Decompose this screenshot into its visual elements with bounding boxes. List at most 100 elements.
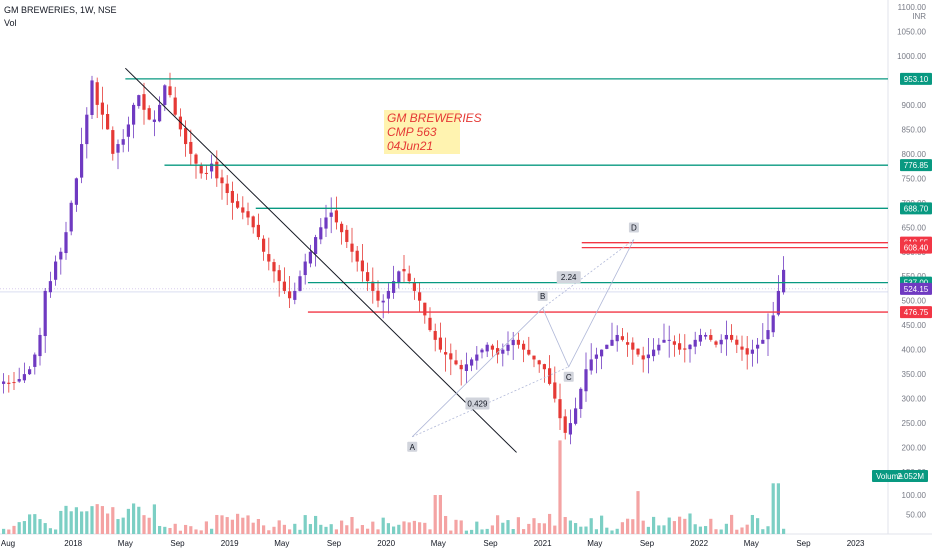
candle-body <box>215 161 219 179</box>
volume-bar <box>485 528 489 534</box>
candle-body <box>360 260 364 272</box>
volume-bar <box>548 513 552 534</box>
volume-bar <box>464 530 468 534</box>
volume-bar <box>782 528 786 534</box>
candle-body <box>116 144 120 153</box>
ratio-badge <box>556 271 581 284</box>
price-tick-label: 500.00 <box>902 297 927 306</box>
volume-bar <box>678 516 682 534</box>
candle-body <box>397 271 401 283</box>
price-tick-label: 1000.00 <box>897 52 926 61</box>
candle-body <box>688 344 692 350</box>
volume-bar <box>475 521 479 534</box>
price-tick-label: 200.00 <box>902 444 927 453</box>
time-tick-label: May <box>431 539 446 548</box>
candle-body <box>444 352 448 355</box>
candle-body <box>761 339 765 344</box>
candle-body <box>568 423 572 435</box>
pattern-point-label: D <box>631 224 637 233</box>
volume-tick-label: 100.00 <box>902 491 927 500</box>
volume-bar <box>527 523 531 534</box>
volume-bar <box>267 530 271 534</box>
candle-body <box>605 344 609 349</box>
volume-bar <box>542 523 546 534</box>
candle-body <box>459 364 463 370</box>
volume-bar <box>376 529 380 534</box>
volume-bar <box>672 521 676 534</box>
candle-body <box>251 216 255 228</box>
candle-body <box>178 116 182 130</box>
volume-bar <box>184 524 188 534</box>
candle-body <box>516 339 520 345</box>
candle-body <box>43 290 47 337</box>
volume-bar <box>433 495 437 534</box>
candle-body <box>542 364 546 370</box>
candle-body <box>449 353 453 360</box>
volume-bar <box>350 517 354 534</box>
volume-bar <box>111 507 115 534</box>
candle-body <box>496 348 500 355</box>
volume-bar <box>423 522 427 534</box>
volume-bar <box>142 515 146 534</box>
candle-body <box>7 382 11 384</box>
candle-body <box>230 190 234 203</box>
pattern-point-badge <box>537 291 548 302</box>
volume-bar <box>698 526 702 534</box>
volume-bar <box>106 513 110 534</box>
candle-body <box>22 374 26 381</box>
candle-body <box>402 268 406 272</box>
candle-body <box>277 270 281 282</box>
candle-body <box>620 336 624 340</box>
volume-bar <box>173 523 177 534</box>
candle-body <box>709 335 713 340</box>
volume-bar <box>620 522 624 534</box>
level-price-label: 776.85 <box>904 161 929 170</box>
volume-bar <box>22 521 26 534</box>
candle-body <box>470 359 474 366</box>
candle-body <box>631 342 635 350</box>
volume-bar <box>355 528 359 534</box>
candle-body <box>54 261 58 280</box>
volume-bar <box>225 517 229 534</box>
candle-body <box>381 300 385 303</box>
volume-bar <box>329 524 333 534</box>
volume-bar <box>766 526 770 534</box>
time-tick-label: 2020 <box>377 539 395 548</box>
candle-body <box>74 178 78 205</box>
volume-bar <box>137 506 141 534</box>
volume-bar <box>7 529 11 534</box>
candle-body <box>412 282 416 291</box>
price-tick-label: 900.00 <box>902 101 927 110</box>
volume-bar <box>501 522 505 534</box>
candle-body <box>106 114 110 130</box>
volume-bar <box>641 520 645 534</box>
level-price-label: 476.75 <box>904 308 929 317</box>
volume-bar <box>314 515 318 534</box>
time-tick-label: May <box>744 539 759 548</box>
candle-body <box>314 237 318 255</box>
volume-bar <box>43 523 47 534</box>
candle-body <box>293 290 297 300</box>
volume-bar <box>506 520 510 534</box>
candle-body <box>615 334 619 342</box>
volume-bar <box>693 524 697 534</box>
level-price-label: 688.70 <box>904 204 929 213</box>
volume-bar <box>210 528 214 534</box>
volume-bar <box>215 514 219 534</box>
candle-body <box>220 177 224 184</box>
volume-bar <box>64 505 68 534</box>
candle-body <box>724 334 728 340</box>
volume-bar <box>688 513 692 534</box>
volume-bar <box>735 529 739 534</box>
volume-bar <box>402 521 406 534</box>
pattern-point-label: A <box>410 443 416 452</box>
text-annotation[interactable]: GM BREWERIES CMP 563 04Jun21 <box>384 110 482 154</box>
candle-body <box>626 342 630 345</box>
volume-badge-value: 2.052M <box>897 472 924 481</box>
candle-body <box>594 354 598 359</box>
ratio-badge <box>465 397 490 410</box>
volume-bar <box>334 529 338 534</box>
candle-body <box>282 281 286 291</box>
candle-body <box>324 217 328 229</box>
